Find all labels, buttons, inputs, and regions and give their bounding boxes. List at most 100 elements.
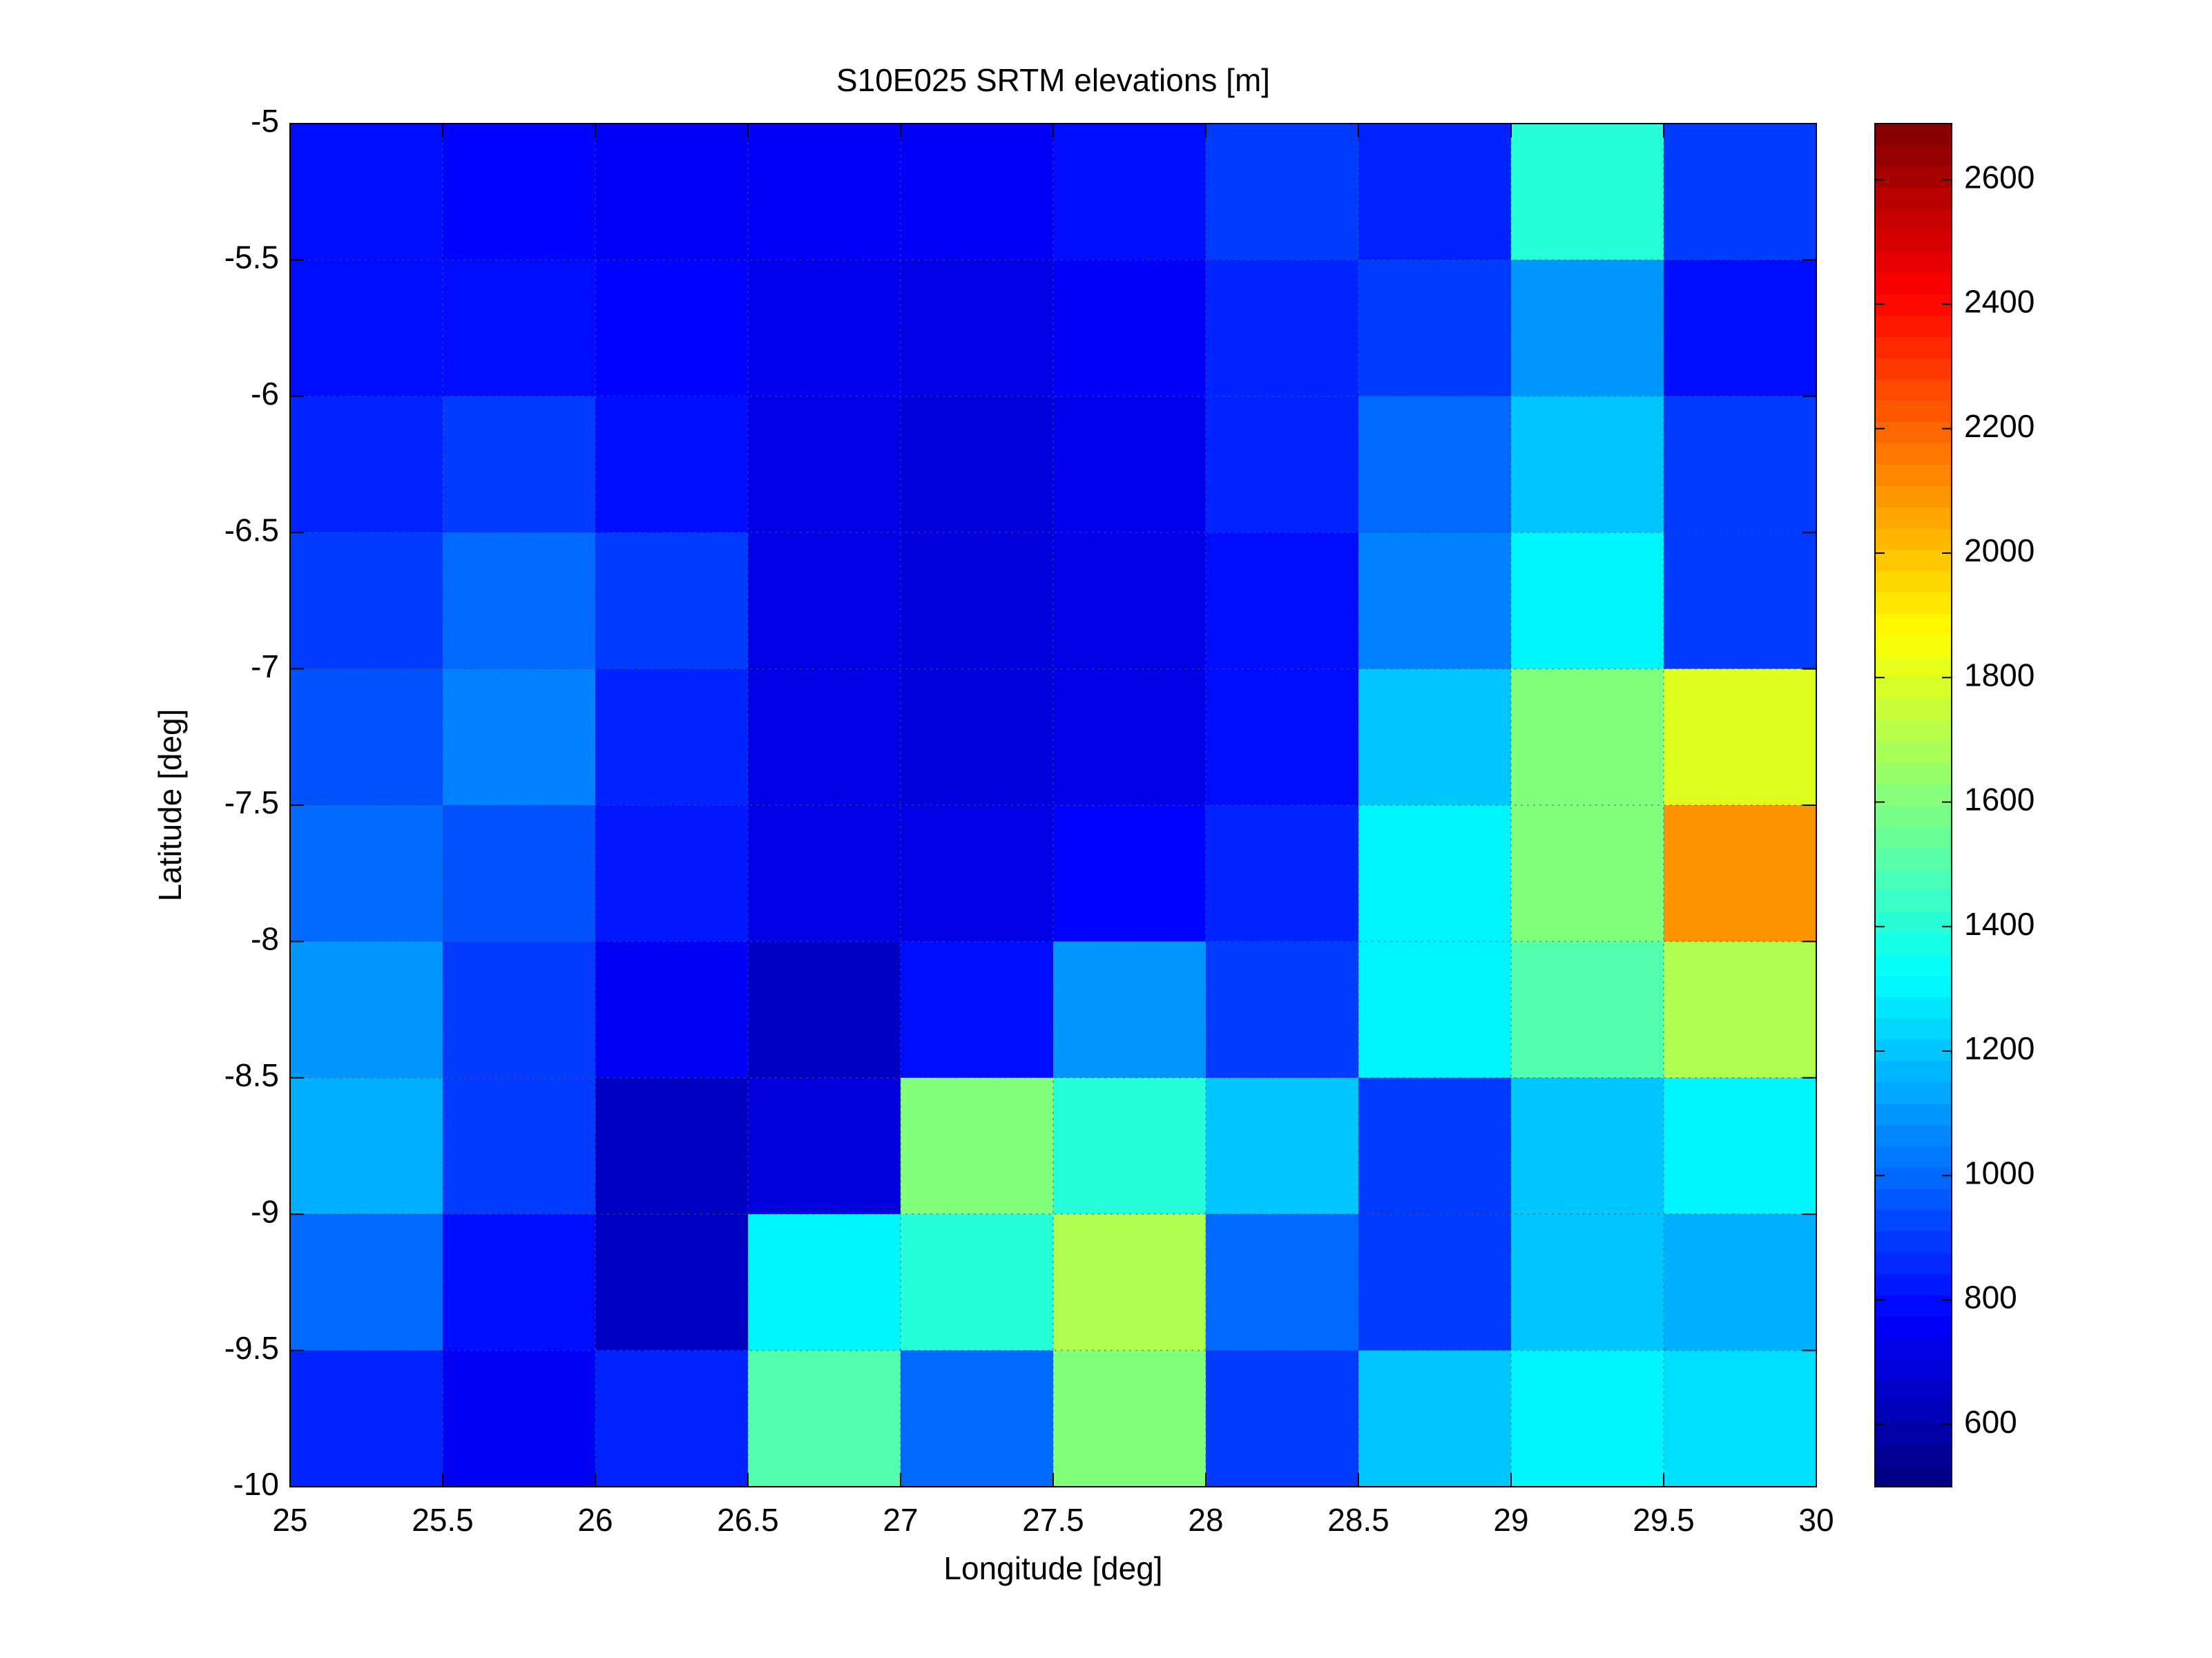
colorbar-segment <box>1875 1380 1952 1402</box>
heatmap-cell <box>901 124 1054 260</box>
heatmap-cell <box>1358 805 1512 942</box>
heatmap-cell <box>1511 1214 1664 1351</box>
heatmap-cell <box>901 805 1054 942</box>
colorbar-segment <box>1875 1061 1952 1083</box>
heatmap-cell <box>1358 124 1512 260</box>
colorbar-segment <box>1875 1231 1952 1253</box>
x-axis-label: Longitude [deg] <box>943 1550 1162 1586</box>
heatmap-cell <box>1664 668 1817 806</box>
heatmap-cell <box>1358 1077 1512 1215</box>
heatmap-cell <box>1053 1077 1206 1215</box>
colorbar-segment <box>1875 293 1952 316</box>
heatmap-cell <box>595 805 749 942</box>
heatmap-cell <box>443 805 596 942</box>
heatmap-cell <box>901 1077 1054 1215</box>
heatmap-cell <box>748 532 901 670</box>
y-tick-label: -5 <box>251 103 279 139</box>
colorbar-frame <box>1874 123 1952 1487</box>
x-tick-label: 28.5 <box>1327 1502 1389 1538</box>
colorbar-segment <box>1875 869 1952 891</box>
heatmap-cell <box>1206 532 1359 670</box>
colorbar-segment <box>1875 784 1952 806</box>
heatmap-cell <box>290 1214 443 1351</box>
heatmap-cell <box>290 941 443 1079</box>
colorbar-segment <box>1875 485 1952 508</box>
heatmap-cell <box>290 396 443 533</box>
heatmap-cell <box>1664 1350 1817 1487</box>
x-tick-label: 29 <box>1493 1502 1528 1538</box>
heatmap-cell <box>748 260 901 397</box>
heatmap-cell <box>290 124 443 260</box>
colorbar-tick-label: 2600 <box>1964 159 2035 195</box>
heatmap-cell <box>1206 124 1359 260</box>
heatmap-cell <box>595 124 749 260</box>
heatmap-cell <box>1053 532 1206 670</box>
heatmap-cell <box>1511 805 1664 942</box>
colorbar-segment <box>1875 1124 1952 1146</box>
heatmap-cell <box>443 1077 596 1215</box>
colorbar-segment <box>1875 975 1952 998</box>
x-tick-label: 26.5 <box>717 1502 779 1538</box>
heatmap-cell <box>290 1077 443 1215</box>
heatmap-cell <box>748 396 901 533</box>
heatmap-cell <box>1664 124 1817 260</box>
heatmap-cell <box>901 396 1054 533</box>
heatmap-cell <box>1053 396 1206 533</box>
heatmap-cell <box>1511 260 1664 397</box>
heatmap-cell <box>595 396 749 533</box>
heatmap-cell <box>1206 260 1359 397</box>
colorbar-segment <box>1875 507 1952 529</box>
heatmap-cell <box>595 1077 749 1215</box>
x-tick-label: 27 <box>883 1502 918 1538</box>
heatmap-cell <box>595 1350 749 1487</box>
colorbar-segment <box>1875 379 1952 401</box>
plot-frame <box>289 123 1817 1487</box>
heatmap-cell <box>901 532 1054 670</box>
colorbar-segment <box>1875 124 1952 146</box>
heatmap-cell <box>1358 532 1512 670</box>
colorbar-segment <box>1875 1167 1952 1189</box>
heatmap-cell <box>595 260 749 397</box>
colorbar-segment <box>1875 613 1952 635</box>
heatmap-cell <box>443 396 596 533</box>
heatmap-cell <box>1053 668 1206 806</box>
colorbar-segment <box>1875 1295 1952 1317</box>
heatmap-cell <box>290 260 443 397</box>
colorbar-segment <box>1875 1146 1952 1168</box>
colorbar-segment <box>1875 1358 1952 1381</box>
colorbar-segment <box>1875 592 1952 614</box>
heatmap-cell <box>1664 805 1817 942</box>
y-tick-label: -6.5 <box>224 512 279 548</box>
colorbar-segment <box>1875 826 1952 849</box>
colorbar-tick-label: 2400 <box>1964 284 2035 320</box>
x-tick-label: 26 <box>577 1502 613 1538</box>
heatmap-cell <box>1511 668 1664 806</box>
colorbar-tick-label: 600 <box>1964 1404 2017 1440</box>
heatmap-cell <box>1358 396 1512 533</box>
heatmap-cell <box>748 805 901 942</box>
y-tick-label: -9.5 <box>224 1330 279 1366</box>
colorbar-segment <box>1875 358 1952 380</box>
colorbar-segment <box>1875 1252 1952 1275</box>
colorbar-segment <box>1875 1401 1952 1423</box>
heatmap-cell <box>1206 668 1359 806</box>
heatmap-cell <box>901 941 1054 1079</box>
colorbar-tick-label: 800 <box>1964 1280 2017 1315</box>
heatmap-cell <box>443 941 596 1079</box>
heatmap-cell <box>1511 941 1664 1079</box>
x-tick-label: 27.5 <box>1022 1502 1084 1538</box>
heatmap-cell <box>1511 396 1664 533</box>
heatmap-cell <box>1511 532 1664 670</box>
colorbar-segment <box>1875 144 1952 167</box>
heatmap-cell <box>1206 941 1359 1079</box>
colorbar-segment <box>1875 1316 1952 1338</box>
colorbar-segment <box>1875 443 1952 465</box>
heatmap-cell <box>1053 1214 1206 1351</box>
heatmap-cell <box>748 1350 901 1487</box>
heatmap-cell <box>1053 1350 1206 1487</box>
colorbar-segment <box>1875 1210 1952 1232</box>
colorbar-segment <box>1875 1039 1952 1061</box>
heatmap-cell <box>1358 941 1512 1079</box>
colorbar-segment <box>1875 847 1952 870</box>
